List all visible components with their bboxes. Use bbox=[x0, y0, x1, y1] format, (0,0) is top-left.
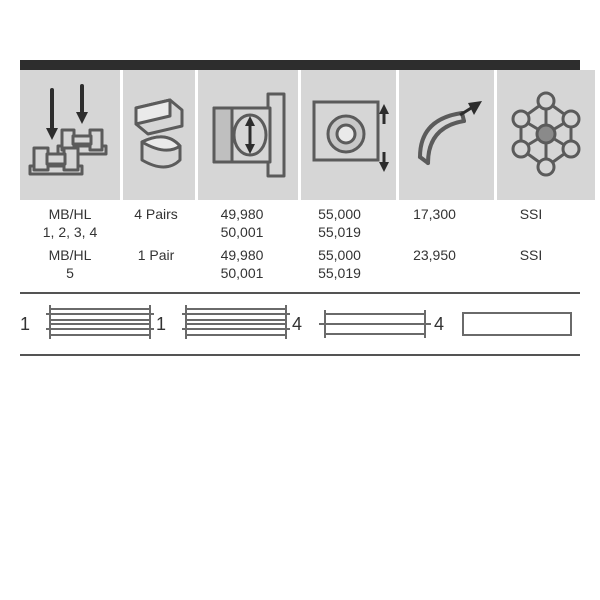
data-row-1: MB/HL 5 1 Pair 49,980 50,001 55,000 55,0… bbox=[20, 241, 580, 282]
qty-label: 1 bbox=[156, 314, 180, 335]
qty-label: 1 bbox=[20, 314, 44, 335]
qty-label: 4 bbox=[292, 314, 316, 335]
cell: SSI bbox=[482, 247, 580, 282]
thumb-cage-double-1 bbox=[44, 305, 156, 343]
cell: 1 Pair bbox=[120, 247, 192, 282]
quantity-row: 1 1 bbox=[20, 294, 580, 348]
cell: 55,000 55,019 bbox=[292, 247, 387, 282]
cell: 49,980 50,001 bbox=[192, 247, 292, 282]
qty-label: 4 bbox=[434, 314, 458, 335]
header-icon-shim bbox=[399, 70, 497, 200]
thumb-sleeve bbox=[458, 309, 576, 339]
thumb-cage-single bbox=[316, 308, 434, 340]
cell: 23,950 bbox=[387, 247, 482, 282]
top-rule bbox=[20, 60, 580, 70]
icon-header-row bbox=[20, 70, 580, 200]
header-icon-lattice bbox=[497, 70, 595, 200]
cell: 55,000 55,019 bbox=[292, 206, 387, 241]
cell: 4 Pairs bbox=[120, 206, 192, 241]
cell: SSI bbox=[482, 206, 580, 241]
header-icon-rollers bbox=[20, 70, 123, 200]
cell: MB/HL 1, 2, 3, 4 bbox=[20, 206, 120, 241]
data-row-0: MB/HL 1, 2, 3, 4 4 Pairs 49,980 50,001 5… bbox=[20, 200, 580, 241]
bottom-rule bbox=[20, 354, 580, 356]
cell: 49,980 50,001 bbox=[192, 206, 292, 241]
header-icon-inserts bbox=[123, 70, 198, 200]
cell: 17,300 bbox=[387, 206, 482, 241]
header-icon-housing bbox=[301, 70, 399, 200]
cell: MB/HL 5 bbox=[20, 247, 120, 282]
thumb-cage-double-2 bbox=[180, 305, 292, 343]
header-icon-bore bbox=[198, 70, 301, 200]
